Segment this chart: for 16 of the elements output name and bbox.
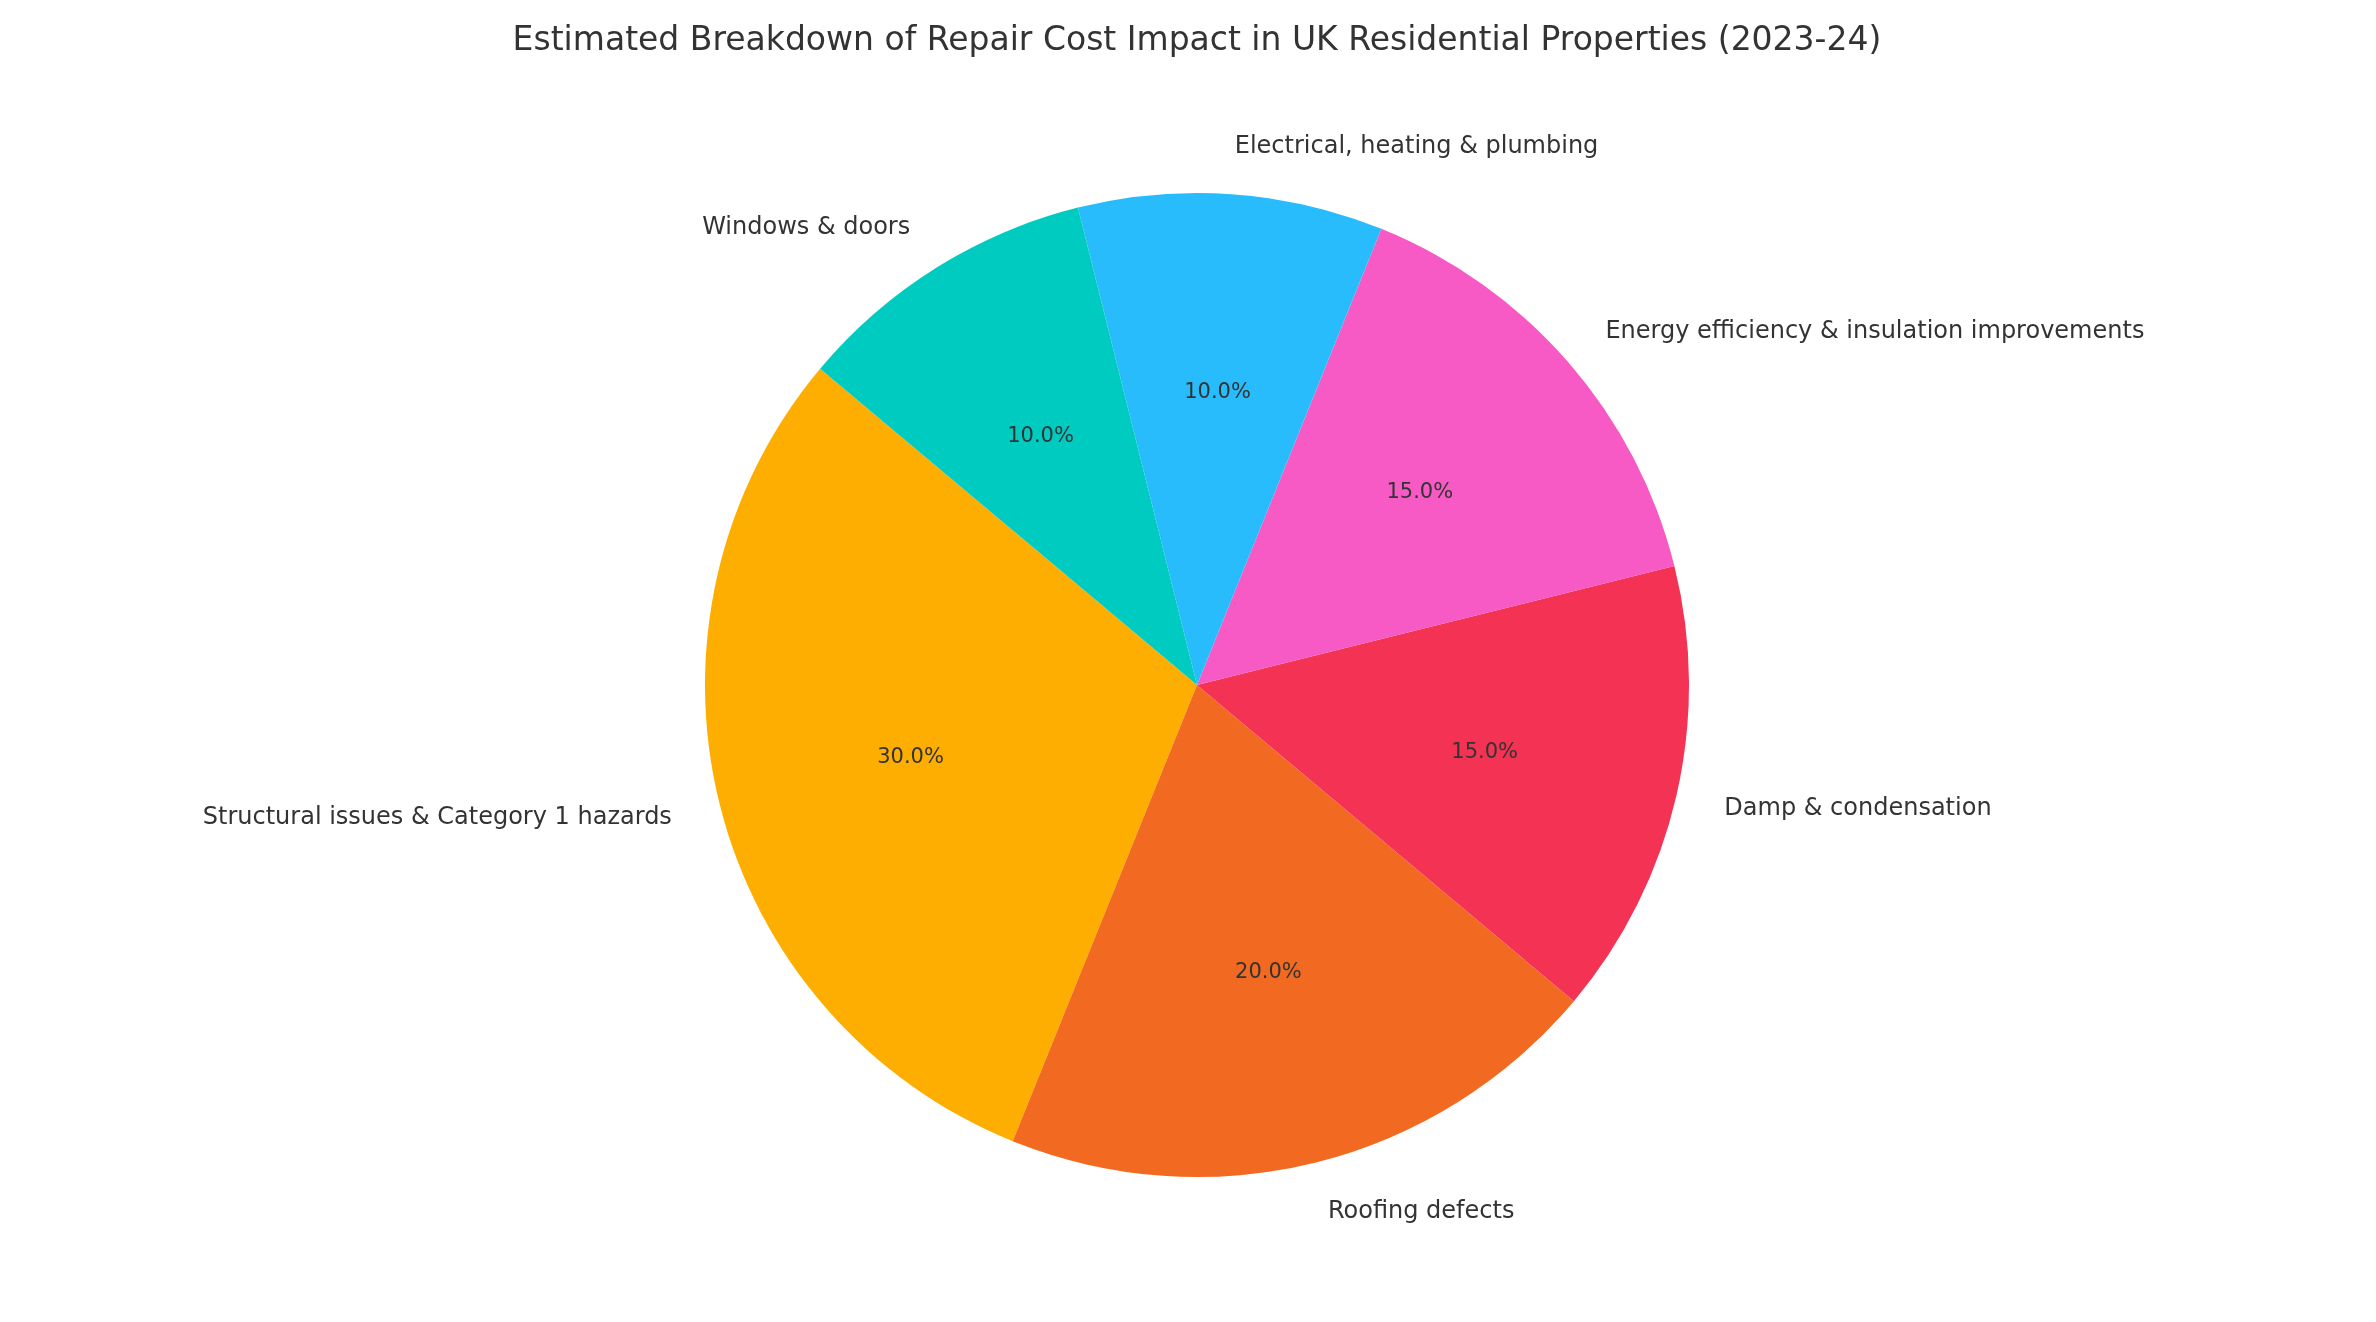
chart-title: Estimated Breakdown of Repair Cost Impact in UK Residential Properties (2023-24) bbox=[512, 19, 1882, 58]
pie-slice bbox=[1197, 565, 1689, 1002]
data-label: 20.0% bbox=[1235, 959, 1302, 984]
data-label: 10.0% bbox=[1007, 422, 1074, 447]
slice-label: Roofing defects bbox=[1327, 1196, 1515, 1225]
slice-label: Structural issues & Category 1 hazards bbox=[202, 801, 672, 830]
data-label: 10.0% bbox=[1184, 378, 1251, 403]
data-label: 15.0% bbox=[1451, 739, 1518, 764]
data-label: 30.0% bbox=[877, 744, 944, 769]
slice-label: Damp & condensation bbox=[1724, 792, 1992, 821]
slice-label: Energy efficiency & insulation improvements bbox=[1605, 315, 2145, 344]
slice-label: Windows & doors bbox=[702, 212, 911, 241]
slice-label: Electrical, heating & plumbing bbox=[1234, 131, 1599, 160]
pie-slice bbox=[1012, 685, 1574, 1177]
pie-slice bbox=[1077, 193, 1382, 685]
data-label: 15.0% bbox=[1386, 479, 1454, 504]
